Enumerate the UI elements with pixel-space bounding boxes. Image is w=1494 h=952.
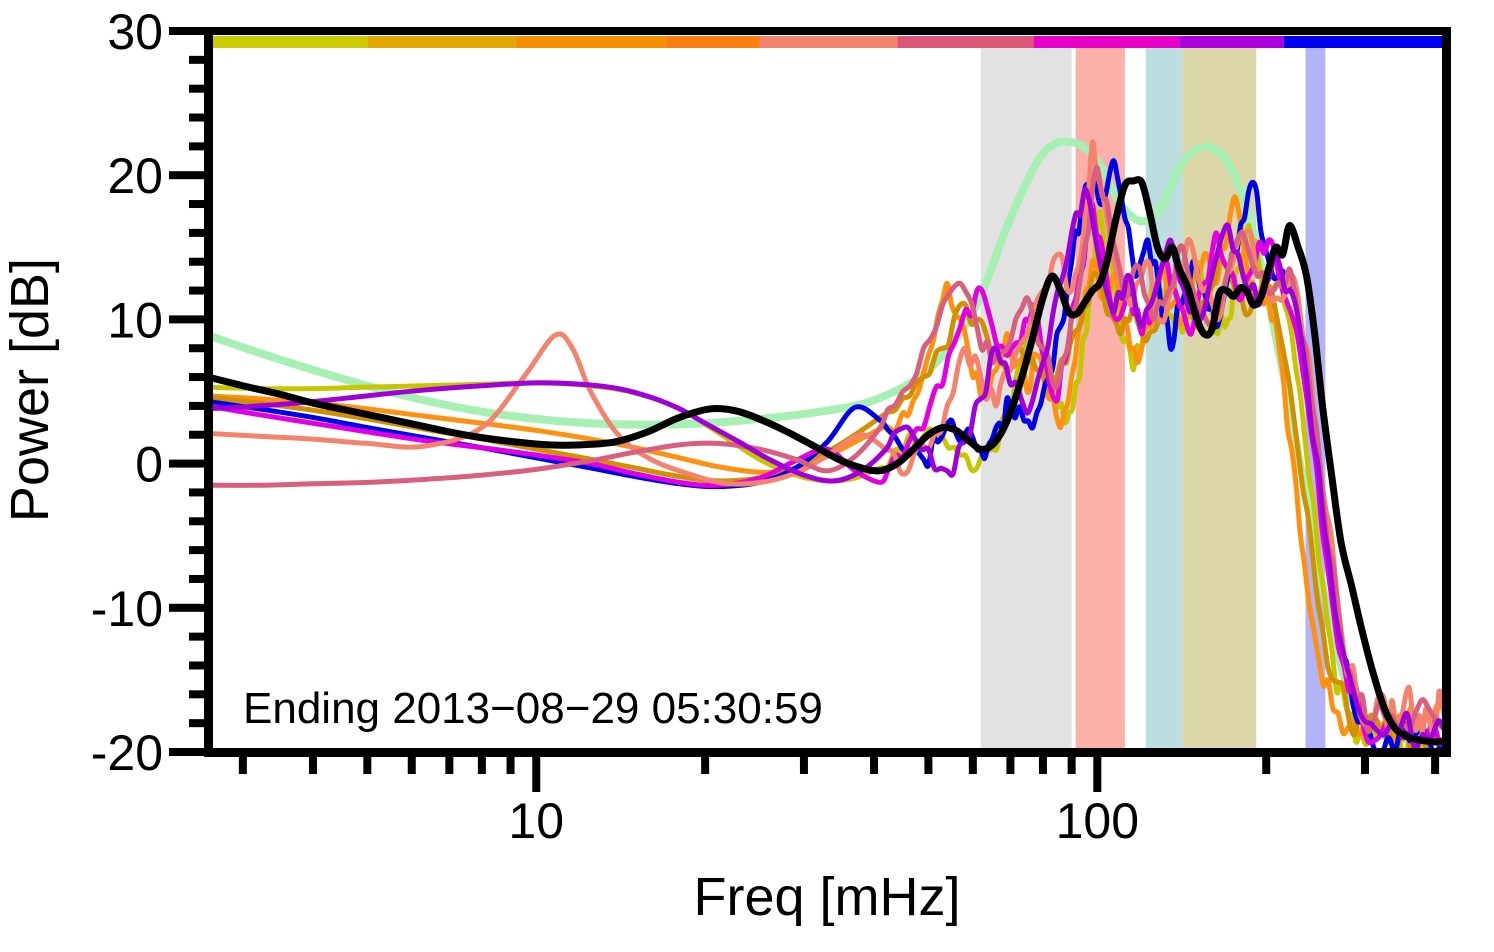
colorbar-segment-7	[1179, 36, 1284, 48]
y-tick-major	[169, 603, 213, 612]
y-tick-minor	[189, 228, 213, 237]
band-khaki	[1182, 40, 1257, 752]
y-tick-minor	[189, 84, 213, 93]
y-tick-major	[169, 171, 213, 180]
y-tick-minor	[189, 142, 213, 151]
colorbar-segment-4	[759, 36, 898, 48]
y-tick-minor	[189, 257, 213, 266]
x-tick-minor	[701, 752, 710, 774]
x-tick-label: 10	[508, 793, 564, 849]
x-tick-major	[1093, 752, 1102, 792]
ending-timestamp-annotation: Ending 2013−08−29 05:30:59	[243, 684, 823, 733]
axis-bottom	[204, 748, 1451, 757]
axis-right	[1442, 27, 1451, 756]
axis-left	[204, 27, 213, 756]
x-axis-title: Freq [mHz]	[693, 867, 960, 927]
band-teal	[1145, 40, 1183, 752]
x-tick-minor	[1067, 752, 1076, 774]
series-mean-spectrum	[208, 176, 1447, 746]
y-tick-minor	[189, 286, 213, 295]
series-spectrum-lightgreen	[208, 137, 1447, 745]
y-tick-label: 10	[107, 292, 163, 348]
y-tick-label: 20	[107, 148, 163, 204]
colorbar-segment-0	[208, 36, 368, 48]
x-tick-major	[532, 752, 541, 792]
x-tick-minor	[1431, 752, 1440, 774]
y-tick-minor	[189, 373, 213, 382]
x-tick-minor	[799, 752, 808, 774]
x-tick-minor	[1038, 752, 1047, 774]
top-frequency-color-bar	[208, 36, 1447, 48]
y-tick-minor	[189, 546, 213, 555]
y-tick-major	[169, 27, 213, 35]
y-tick-minor	[189, 661, 213, 670]
y-axis-ticks	[169, 27, 213, 756]
y-tick-label: -20	[91, 725, 163, 781]
x-tick-minor	[477, 752, 486, 774]
y-tick-minor	[189, 632, 213, 641]
colorbar-segment-1	[367, 36, 516, 48]
x-tick-minor	[870, 752, 879, 774]
colorbar-segment-2	[515, 36, 666, 48]
spectra-series-group	[208, 137, 1447, 752]
x-tick-minor	[1361, 752, 1370, 774]
colorbar-segment-5	[897, 36, 1034, 48]
y-tick-minor	[189, 517, 213, 526]
x-tick-minor	[968, 752, 977, 774]
y-tick-minor	[189, 55, 213, 64]
y-tick-label: 30	[107, 4, 163, 60]
x-tick-minor	[1006, 752, 1015, 774]
x-tick-minor	[363, 752, 372, 774]
y-tick-label: 0	[135, 437, 163, 493]
x-tick-label: 100	[1056, 793, 1139, 849]
y-tick-major	[169, 748, 213, 756]
y-tick-minor	[189, 690, 213, 699]
y-tick-minor	[189, 574, 213, 583]
y-tick-minor	[189, 719, 213, 728]
colorbar-segment-3	[665, 36, 760, 48]
x-tick-minor	[445, 752, 454, 774]
x-tick-minor	[238, 752, 247, 774]
y-tick-minor	[189, 401, 213, 410]
y-tick-minor	[189, 113, 213, 122]
x-tick-minor	[506, 752, 515, 774]
colorbar-segment-6	[1033, 36, 1180, 48]
series-spectrum-purple	[208, 186, 1447, 752]
x-tick-minor	[1262, 752, 1271, 774]
y-tick-minor	[189, 344, 213, 353]
x-tick-minor	[407, 752, 416, 774]
y-tick-minor	[189, 430, 213, 439]
colorbar-segment-8	[1283, 36, 1447, 48]
x-axis-tick-labels: 10 100	[508, 793, 1139, 849]
axes-frame	[204, 27, 1451, 757]
x-tick-minor	[308, 752, 317, 774]
y-tick-major	[169, 459, 213, 468]
y-tick-major	[169, 315, 213, 324]
y-axis-title: Power [dB]	[0, 258, 60, 522]
y-tick-label: -10	[91, 581, 163, 637]
x-axis-ticks	[238, 752, 1440, 792]
axis-top	[204, 27, 1451, 35]
x-tick-minor	[924, 752, 933, 774]
y-tick-minor	[189, 200, 213, 209]
y-tick-minor	[189, 488, 213, 497]
y-axis-tick-labels: -20 -10 0 10 20 30	[91, 4, 163, 781]
